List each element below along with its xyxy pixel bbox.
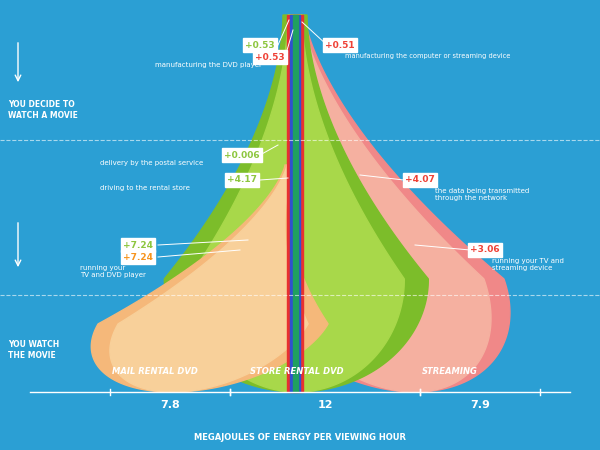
Text: manufacturing the DVD player: manufacturing the DVD player [155,62,262,68]
Text: 12: 12 [317,400,333,410]
Polygon shape [110,165,308,392]
Text: +0.53: +0.53 [245,40,275,50]
Polygon shape [287,15,303,392]
Text: +7.24: +7.24 [123,252,153,261]
Text: +0.53: +0.53 [255,53,285,62]
Text: MEGAJOULES OF ENERGY PER VIEWING HOUR: MEGAJOULES OF ENERGY PER VIEWING HOUR [194,433,406,442]
Polygon shape [91,165,328,392]
Text: 7.9: 7.9 [470,400,490,410]
Text: YOU WATCH
THE MOVIE: YOU WATCH THE MOVIE [8,340,59,360]
Text: +0.51: +0.51 [325,40,355,50]
Text: +3.06: +3.06 [470,246,500,255]
Text: 7.8: 7.8 [160,400,180,410]
Text: +4.07: +4.07 [405,176,435,184]
Polygon shape [293,15,298,392]
Text: +0.006: +0.006 [224,150,260,159]
Polygon shape [264,15,491,392]
Text: the data being transmitted
through the network: the data being transmitted through the n… [435,188,529,201]
Polygon shape [188,15,404,392]
Text: MAIL RENTAL DVD: MAIL RENTAL DVD [112,368,198,377]
Text: running your
TV and DVD player: running your TV and DVD player [80,265,146,278]
Text: driving to the rental store: driving to the rental store [100,185,190,191]
Polygon shape [290,15,300,392]
Text: STREAMING: STREAMING [422,368,478,377]
Polygon shape [244,15,510,392]
Text: running your TV and
streaming device: running your TV and streaming device [492,258,564,271]
Text: STORE RENTAL DVD: STORE RENTAL DVD [250,368,344,377]
Text: delivery by the postal service: delivery by the postal service [100,160,203,166]
Text: +4.17: +4.17 [227,176,257,184]
Text: +7.24: +7.24 [123,240,153,249]
Text: manufacturing the computer or streaming device: manufacturing the computer or streaming … [345,53,511,59]
Polygon shape [164,15,428,392]
Text: YOU DECIDE TO
WATCH A MOVIE: YOU DECIDE TO WATCH A MOVIE [8,99,78,121]
